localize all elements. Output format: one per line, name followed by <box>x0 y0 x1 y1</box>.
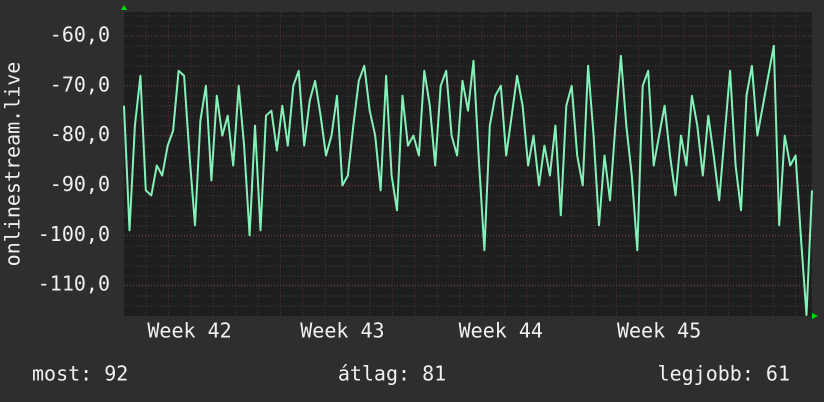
stat-average: átlag: 81 <box>338 362 446 386</box>
y-tick-label: -100,0 <box>38 222 110 246</box>
axis-arrow <box>812 313 818 319</box>
stat-best: legjobb: 61 <box>658 362 790 386</box>
y-tick-label: -90,0 <box>50 172 110 196</box>
y-tick-label: -80,0 <box>50 122 110 146</box>
stat-current: most: 92 <box>32 362 128 386</box>
y-tick-label: -60,0 <box>50 22 110 46</box>
x-tick-label: Week 43 <box>300 319 384 343</box>
y-tick-label: -70,0 <box>50 72 110 96</box>
y-tick-label: -110,0 <box>38 272 110 296</box>
axis-arrow <box>121 5 127 10</box>
x-tick-label: Week 42 <box>147 319 231 343</box>
plot-area <box>124 12 812 316</box>
data-line <box>123 44 813 316</box>
x-tick-label: Week 45 <box>617 319 701 343</box>
x-tick-label: Week 44 <box>459 319 543 343</box>
y-axis-label: onlinestream.live <box>1 62 25 267</box>
